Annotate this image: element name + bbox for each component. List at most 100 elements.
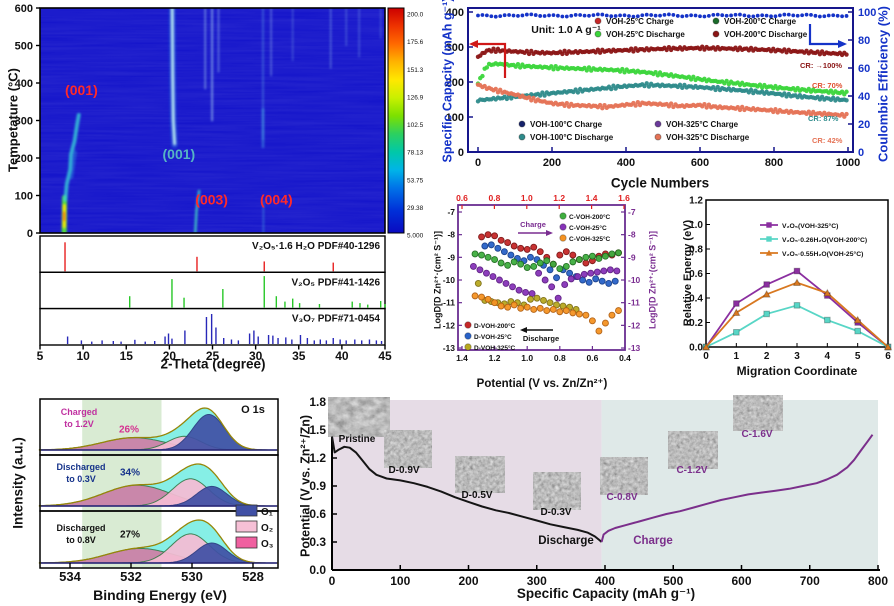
cycling-y-tick-left: 400 — [446, 7, 464, 19]
gcd-y-tick: 0.0 — [309, 563, 326, 577]
right-arrow — [808, 24, 838, 46]
cycling-y-tick-left: 200 — [446, 77, 464, 89]
xps-condition-3-line2: to 0.8V — [66, 535, 96, 545]
xrd-peak-label: (004) — [260, 192, 293, 208]
legend-label: VOH-200°C Discharge — [724, 30, 808, 39]
neb-y-tick: 0.6 — [689, 269, 703, 280]
neb-x-axis-label: Migration Coordinate — [736, 364, 858, 378]
xps-percent-1: 26% — [118, 424, 140, 436]
cycling-series — [475, 61, 849, 97]
legend-marker — [594, 30, 602, 38]
cycling-y-tick-left: 0 — [458, 147, 464, 159]
neb-x-tick: 1 — [734, 351, 740, 362]
gitt-y-tick-right: -9 — [628, 252, 636, 262]
charge-curve — [600, 434, 874, 543]
gitt-series — [471, 292, 622, 335]
xrd-peak-label: (001) — [65, 82, 98, 98]
neb-y-tick: 0.2 — [689, 318, 703, 329]
xrd-colorbar — [387, 7, 405, 234]
xrd-x-tick: 30 — [249, 349, 263, 363]
gcd-x-tick: 600 — [731, 574, 751, 588]
sem-inset-image — [599, 456, 649, 496]
xps-x-axis-label: Binding Energy (eV) — [93, 587, 227, 603]
gcd-y-tick: 1.8 — [309, 395, 326, 409]
sem-inset-image — [532, 471, 582, 511]
cycling-x-tick: 200 — [543, 157, 561, 169]
xps-legend-swatch — [235, 520, 258, 533]
gitt-legend-label: D-VOH-325°C — [474, 344, 516, 352]
legend-label: VOH-25°C Charge — [606, 17, 674, 26]
xps-x-tick: 532 — [120, 569, 142, 584]
gcd-x-tick: 500 — [663, 574, 683, 588]
xps-fit-line — [38, 463, 278, 507]
legend-marker — [518, 120, 526, 128]
neb-y-tick: 0.4 — [689, 294, 703, 305]
sem-inset-image — [327, 396, 391, 438]
xrd-x-tick: 10 — [76, 349, 90, 363]
xrd-ref-label: V₂O₅·1.6 H₂O PDF#40-1296 — [252, 241, 380, 252]
gitt-legend-label: C-VOH-25°C — [569, 224, 607, 232]
neb-y-tick: 1.2 — [689, 196, 703, 207]
gcd-x-tick: 200 — [458, 574, 478, 588]
xrd-y-tick: 200 — [15, 153, 33, 165]
xrd-colorbar-label: 102.5 — [407, 122, 424, 129]
gitt-y-tick-right: -10 — [628, 275, 641, 285]
cycling-series — [475, 81, 849, 104]
cycling-y-tick-right: 80 — [858, 35, 870, 47]
cycling-y-tick-left: 300 — [446, 42, 464, 54]
xps-panel: 534 532 530 528 O₁ O₂ O₃ — [38, 398, 279, 584]
cr-label: CR: 42% — [812, 136, 843, 145]
neb-y-axis-label: Relative Energy (eV) — [682, 219, 694, 327]
gitt-x-axis-label: Potential (V vs. Zn/Zn²⁺) — [476, 378, 608, 390]
gitt-top-tick: 0.6 — [456, 193, 468, 203]
left-arrow — [478, 42, 507, 78]
sem-inset-image — [454, 455, 506, 494]
neb-legend-label: V₂O₅·0.26H₂O(VOH-200°C) — [782, 236, 867, 244]
gitt-y-tick-left: -9 — [447, 252, 455, 262]
gitt-y-tick-right: -7 — [628, 207, 636, 217]
xrd-ref-label: V₂O₅ PDF#41-1426 — [291, 277, 380, 288]
sem-inset-label: Pristine — [339, 434, 376, 445]
xps-legend-label: O₁ — [261, 507, 273, 518]
xrd-y-tick: 100 — [15, 191, 33, 203]
gitt-y-tick-left: -11 — [443, 298, 455, 308]
legend-marker — [654, 120, 662, 128]
gitt-y-tick-right: -13 — [628, 343, 641, 353]
gcd-x-tick: 800 — [868, 574, 888, 588]
xrd-streak — [68, 149, 77, 180]
sem-inset-label: C-1.2V — [676, 465, 707, 476]
cycling-x-tick: 400 — [617, 157, 635, 169]
legend-label: VOH-25°C Discharge — [606, 30, 685, 39]
gitt-x-tick: 0.8 — [554, 353, 566, 363]
gitt-discharge-label: Discharge — [523, 334, 559, 343]
xps-x-tick: 534 — [59, 569, 81, 584]
gitt-x-tick: 1.0 — [521, 353, 533, 363]
cycling-y-tick-left: 100 — [446, 112, 464, 124]
gitt-series — [471, 249, 622, 273]
gcd-discharge-label: Discharge — [538, 535, 594, 547]
gcd-y-tick: 1.5 — [309, 423, 326, 437]
xps-legend-swatch — [235, 536, 258, 549]
xrd-streak — [63, 113, 81, 202]
cycling-y-tick-right: 100 — [858, 7, 876, 19]
gitt-top-tick: 1.0 — [521, 193, 533, 203]
gcd-y-tick: 0.9 — [309, 479, 326, 493]
xps-fit-line — [38, 407, 278, 451]
gitt-legend-label: C-VOH-200°C — [569, 213, 611, 221]
xps-x-tick: 530 — [181, 569, 203, 584]
gitt-top-tick: 0.8 — [488, 193, 500, 203]
legend-marker — [654, 133, 662, 141]
cycling-x-axis-label: Cycle Numbers — [610, 175, 710, 191]
gitt-x-tick: 1.4 — [456, 353, 468, 363]
xps-y-axis-label: Intensity (a.u.) — [10, 437, 26, 529]
gitt-x-tick: 0.4 — [619, 353, 631, 363]
xrd-heatmap-panel: (001) (001) (003) (004) 0 100 200 300 400 500 600 2… — [15, 3, 424, 363]
gitt-legend-label: D-VOH-25°C — [474, 333, 512, 341]
gitt-top-tick: 1.6 — [618, 193, 630, 203]
xps-panel-title: O 1s — [241, 404, 265, 416]
xrd-y-axis-label: Tempetature (°C) — [5, 68, 21, 172]
gcd-panel: 0.0 0.3 0.6 0.9 1.2 1.5 1.8 0 100 200 300 400 500 600… — [309, 394, 888, 588]
gcd-x-tick: 100 — [390, 574, 410, 588]
cycling-x-tick: 800 — [765, 157, 783, 169]
xrd-colorbar-label: 5.000 — [407, 233, 424, 240]
